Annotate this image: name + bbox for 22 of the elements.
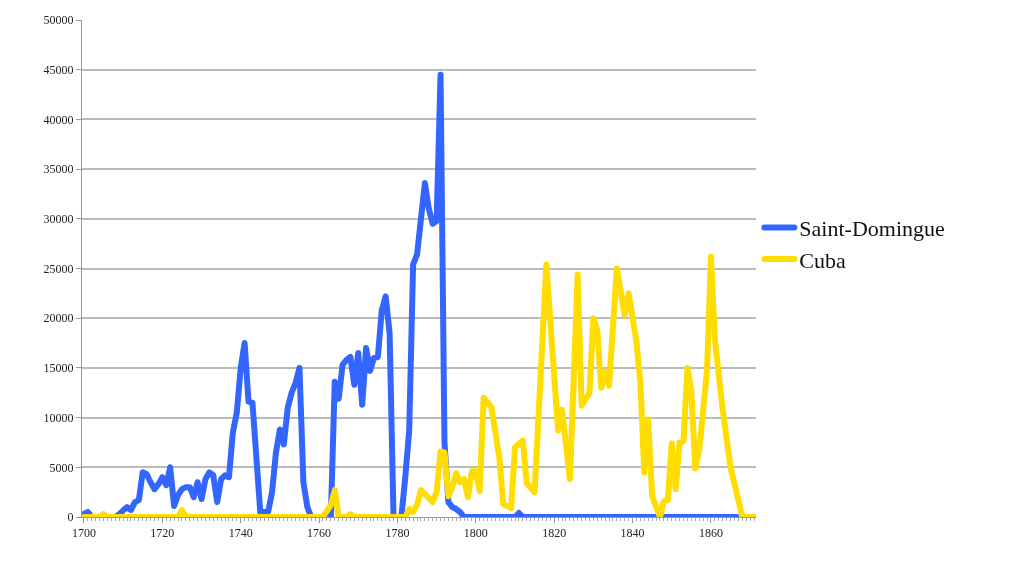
y-tick-label: 10000: [43, 410, 74, 425]
x-tick-label: 1860: [698, 526, 723, 541]
x-tick-label: 1700: [71, 526, 96, 541]
x-tick-label: 1840: [620, 526, 645, 541]
legend-label: Saint-Domingue: [799, 216, 945, 242]
x-tick-label: 1800: [463, 526, 488, 541]
y-tick-label: 50000: [43, 13, 74, 28]
y-tick-label: 45000: [43, 62, 74, 77]
y-tick-label: 0: [67, 510, 74, 525]
y-tick-label: 20000: [43, 311, 74, 326]
y-tick-label: 35000: [43, 162, 74, 177]
y-tick-label: 40000: [43, 112, 74, 127]
y-tick-label: 15000: [43, 361, 74, 376]
y-tick-label: 5000: [49, 460, 74, 475]
legend-label: Cuba: [799, 247, 847, 273]
y-tick-label: 25000: [43, 261, 74, 276]
x-tick-label: 1820: [542, 526, 567, 541]
x-tick-label: 1780: [385, 526, 410, 541]
x-tick-label: 1720: [150, 526, 175, 541]
y-tick-label: 30000: [43, 212, 74, 226]
x-tick-label: 1760: [307, 526, 332, 541]
x-tick-label: 1740: [228, 526, 253, 541]
